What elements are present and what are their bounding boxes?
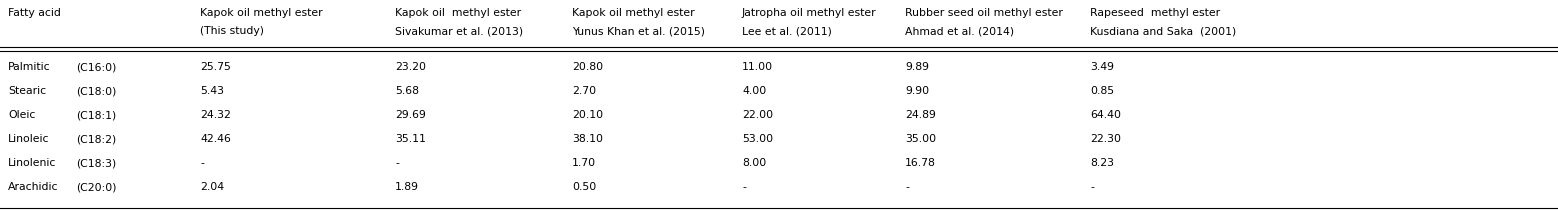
Text: 4.00: 4.00 — [742, 86, 767, 96]
Text: 9.89: 9.89 — [905, 62, 929, 72]
Text: 5.68: 5.68 — [396, 86, 419, 96]
Text: 11.00: 11.00 — [742, 62, 773, 72]
Text: Rapeseed  methyl ester: Rapeseed methyl ester — [1091, 8, 1220, 18]
Text: 2.70: 2.70 — [572, 86, 597, 96]
Text: (This study): (This study) — [199, 26, 263, 36]
Text: Jatropha oil methyl ester: Jatropha oil methyl ester — [742, 8, 877, 18]
Text: Sivakumar et al. (2013): Sivakumar et al. (2013) — [396, 26, 523, 36]
Text: Ahmad et al. (2014): Ahmad et al. (2014) — [905, 26, 1014, 36]
Text: 9.90: 9.90 — [905, 86, 929, 96]
Text: 22.00: 22.00 — [742, 110, 773, 120]
Text: 38.10: 38.10 — [572, 134, 603, 144]
Text: 29.69: 29.69 — [396, 110, 425, 120]
Text: 1.70: 1.70 — [572, 158, 597, 168]
Text: 53.00: 53.00 — [742, 134, 773, 144]
Text: Stearic: Stearic — [8, 86, 47, 96]
Text: -: - — [742, 182, 746, 192]
Text: 3.49: 3.49 — [1091, 62, 1114, 72]
Text: Lee et al. (2011): Lee et al. (2011) — [742, 26, 832, 36]
Text: Linolenic: Linolenic — [8, 158, 56, 168]
Text: 8.23: 8.23 — [1091, 158, 1114, 168]
Text: 35.11: 35.11 — [396, 134, 425, 144]
Text: 23.20: 23.20 — [396, 62, 425, 72]
Text: 20.80: 20.80 — [572, 62, 603, 72]
Text: (C18:0): (C18:0) — [76, 86, 117, 96]
Text: 20.10: 20.10 — [572, 110, 603, 120]
Text: 35.00: 35.00 — [905, 134, 936, 144]
Text: 2.04: 2.04 — [199, 182, 224, 192]
Text: Kusdiana and Saka  (2001): Kusdiana and Saka (2001) — [1091, 26, 1235, 36]
Text: 24.32: 24.32 — [199, 110, 231, 120]
Text: 24.89: 24.89 — [905, 110, 936, 120]
Text: 16.78: 16.78 — [905, 158, 936, 168]
Text: Kapok oil methyl ester: Kapok oil methyl ester — [199, 8, 323, 18]
Text: (C18:2): (C18:2) — [76, 134, 117, 144]
Text: 0.50: 0.50 — [572, 182, 597, 192]
Text: 1.89: 1.89 — [396, 182, 419, 192]
Text: Kapok oil methyl ester: Kapok oil methyl ester — [572, 8, 695, 18]
Text: Linoleic: Linoleic — [8, 134, 50, 144]
Text: (C18:1): (C18:1) — [76, 110, 117, 120]
Text: 8.00: 8.00 — [742, 158, 767, 168]
Text: 25.75: 25.75 — [199, 62, 231, 72]
Text: 22.30: 22.30 — [1091, 134, 1122, 144]
Text: 5.43: 5.43 — [199, 86, 224, 96]
Text: Fatty acid: Fatty acid — [8, 8, 61, 18]
Text: -: - — [396, 158, 399, 168]
Text: -: - — [199, 158, 204, 168]
Text: Kapok oil  methyl ester: Kapok oil methyl ester — [396, 8, 520, 18]
Text: Rubber seed oil methyl ester: Rubber seed oil methyl ester — [905, 8, 1063, 18]
Text: Yunus Khan et al. (2015): Yunus Khan et al. (2015) — [572, 26, 706, 36]
Text: 42.46: 42.46 — [199, 134, 231, 144]
Text: (C20:0): (C20:0) — [76, 182, 117, 192]
Text: -: - — [1091, 182, 1094, 192]
Text: -: - — [905, 182, 908, 192]
Text: 0.85: 0.85 — [1091, 86, 1114, 96]
Text: 64.40: 64.40 — [1091, 110, 1122, 120]
Text: (C16:0): (C16:0) — [76, 62, 117, 72]
Text: Arachidic: Arachidic — [8, 182, 59, 192]
Text: Palmitic: Palmitic — [8, 62, 50, 72]
Text: (C18:3): (C18:3) — [76, 158, 117, 168]
Text: Oleic: Oleic — [8, 110, 36, 120]
